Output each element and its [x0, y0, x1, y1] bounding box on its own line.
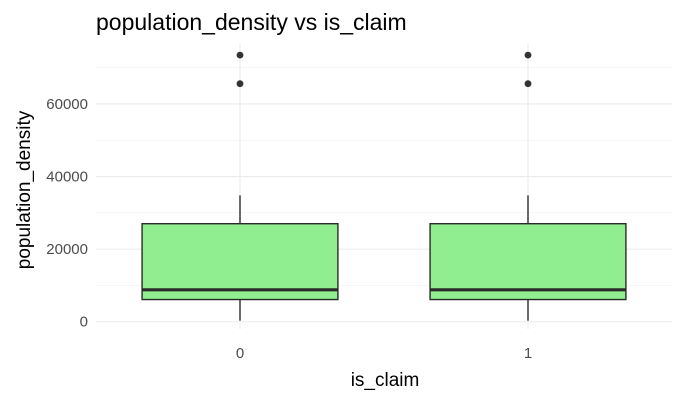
box-iqr — [429, 223, 627, 301]
outlier-point — [236, 80, 244, 88]
y-tick-label: 0 — [80, 314, 88, 331]
x-axis-title: is_claim — [351, 370, 420, 391]
outlier-point — [524, 80, 532, 88]
boxes — [141, 51, 627, 321]
x-tick-label: 0 — [236, 345, 244, 362]
box-iqr — [141, 223, 339, 301]
outlier-point — [524, 51, 532, 59]
y-tick-label: 40000 — [46, 169, 88, 186]
box-1 — [429, 51, 627, 321]
y-axis-ticks: 0 20000 40000 60000 — [46, 96, 88, 331]
x-tick-label: 1 — [524, 345, 532, 362]
outlier-point — [236, 51, 244, 59]
y-tick-label: 20000 — [46, 241, 88, 258]
box-0 — [141, 51, 339, 321]
y-tick-label: 60000 — [46, 96, 88, 113]
chart-title: population_density vs is_claim — [96, 9, 407, 35]
y-axis-title: population_density — [14, 110, 35, 269]
